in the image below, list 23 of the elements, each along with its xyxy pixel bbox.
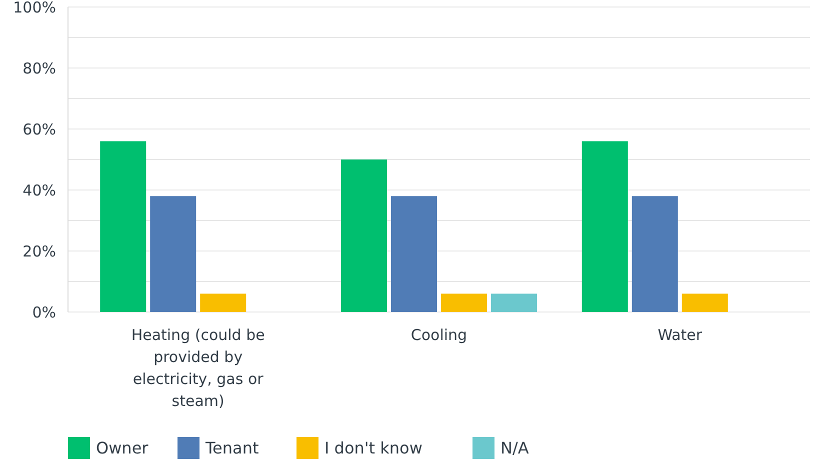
y-tick-label: 100% <box>13 0 56 16</box>
bar <box>200 294 246 312</box>
legend-label: Owner <box>96 438 149 458</box>
legend-label: N/A <box>500 438 529 458</box>
y-tick-label: 40% <box>22 181 56 200</box>
x-tick-label: Heating (could be provided by electricity, gas or steam) <box>131 326 265 410</box>
x-tick-label: Cooling <box>410 326 468 344</box>
y-tick-label: 80% <box>22 59 56 78</box>
bar <box>582 141 628 312</box>
y-tick-label: 60% <box>22 120 56 138</box>
bar <box>341 160 387 312</box>
x-tick-label: Water <box>658 326 703 344</box>
bar <box>150 196 196 312</box>
bar <box>682 294 728 312</box>
legend-label: I don't know <box>324 438 422 458</box>
y-tick-label: 20% <box>22 242 56 260</box>
bar <box>441 294 487 312</box>
legend-label: Tenant <box>204 438 259 458</box>
bar <box>632 196 678 312</box>
bar <box>491 294 537 312</box>
y-tick-label: 0% <box>32 303 56 322</box>
bar <box>391 196 437 312</box>
bar <box>100 141 146 312</box>
